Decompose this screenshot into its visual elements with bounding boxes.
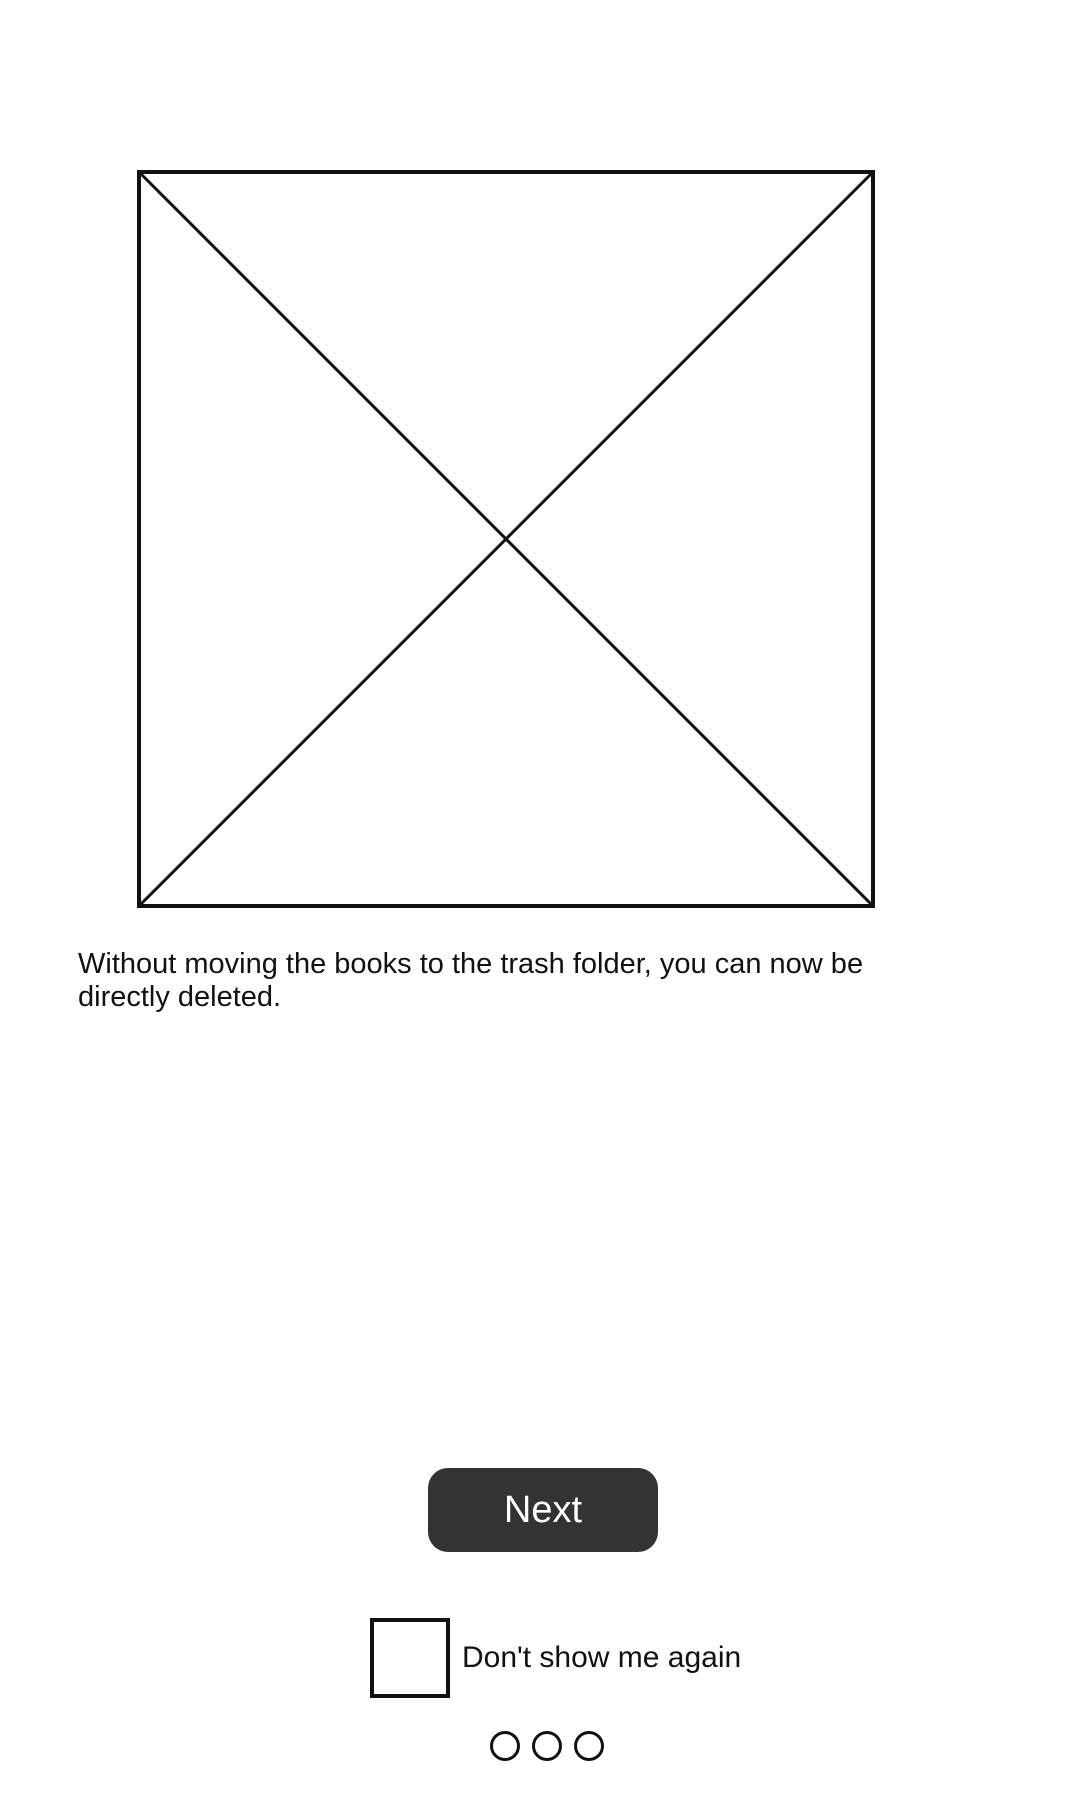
dont-show-again-checkbox[interactable] [370, 1618, 450, 1698]
image-placeholder-icon [137, 170, 875, 908]
next-button[interactable]: Next [428, 1468, 658, 1552]
dont-show-again-option[interactable]: Don't show me again [370, 1618, 742, 1698]
page-indicator [490, 1731, 604, 1761]
image-placeholder-svg [137, 170, 875, 908]
description-text: Without moving the books to the trash fo… [78, 948, 864, 1013]
placeholder-diagonal-2 [137, 170, 875, 908]
page-dot-3[interactable] [574, 1731, 604, 1761]
page-dot-1[interactable] [490, 1731, 520, 1761]
dont-show-again-label: Don't show me again [462, 1641, 742, 1674]
page-dot-2[interactable] [532, 1731, 562, 1761]
